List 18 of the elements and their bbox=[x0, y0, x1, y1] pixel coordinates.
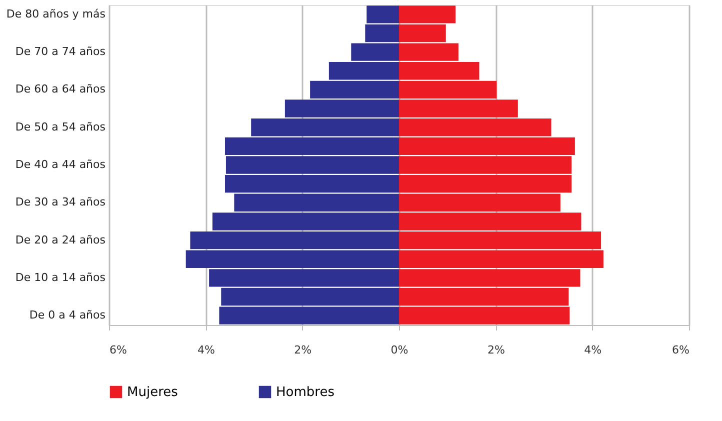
x-tick-label: 2% bbox=[487, 344, 505, 356]
y-tick-label: De 40 a 44 años bbox=[15, 158, 106, 171]
y-tick-label: De 80 años y más bbox=[6, 7, 106, 20]
x-tick-label: 2% bbox=[294, 344, 312, 356]
y-tick-label: De 0 a 4 años bbox=[29, 308, 106, 322]
x-tick-label: 4% bbox=[197, 344, 215, 356]
x-tick-label: 6% bbox=[110, 344, 127, 356]
y-tick-label: De 60 a 64 años bbox=[15, 82, 106, 96]
y-tick-label: De 20 a 24 años bbox=[15, 233, 106, 246]
y-tick-label: De 50 a 54 años bbox=[15, 120, 106, 134]
legend-label: Hombres bbox=[276, 385, 335, 400]
y-tick-label: De 10 a 14 años bbox=[15, 270, 106, 284]
legend-label: Mujeres bbox=[127, 385, 178, 400]
x-tick-label: 0% bbox=[390, 344, 408, 356]
x-tick-label: 4% bbox=[584, 344, 602, 356]
x-tick-label: 6% bbox=[672, 344, 690, 356]
y-tick-label: De 70 a 74 años bbox=[15, 45, 106, 58]
y-tick-label: De 30 a 34 años bbox=[15, 196, 106, 209]
